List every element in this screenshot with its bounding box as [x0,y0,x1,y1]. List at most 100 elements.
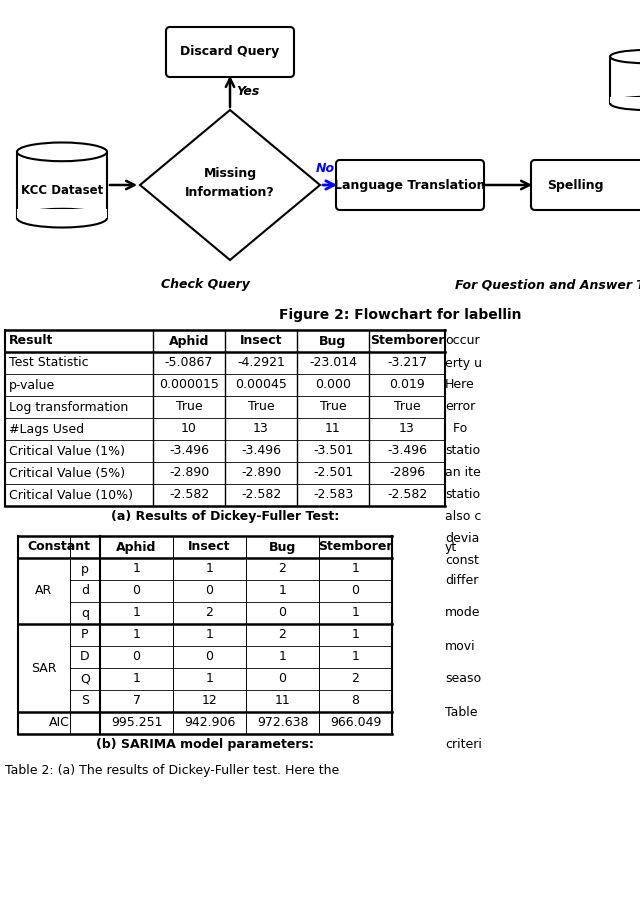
Text: (b) SARIMA model parameters:: (b) SARIMA model parameters: [96,738,314,751]
Polygon shape [140,110,320,260]
Text: D: D [80,651,90,663]
Text: 10: 10 [181,423,197,435]
Text: Log transformation: Log transformation [9,401,128,414]
Text: S: S [81,695,89,707]
Text: Critical Value (1%): Critical Value (1%) [9,444,125,458]
Text: 0.019: 0.019 [389,378,425,392]
Text: #Lags Used: #Lags Used [9,423,84,435]
Text: 1: 1 [278,651,287,663]
Text: True: True [394,401,420,414]
Text: 972.638: 972.638 [257,716,308,730]
Text: 1: 1 [132,606,140,620]
Text: No: No [316,162,335,175]
Text: -3.496: -3.496 [387,444,427,458]
Text: 1: 1 [351,651,360,663]
Text: d: d [81,585,89,597]
Text: -2.890: -2.890 [241,467,281,479]
Ellipse shape [610,96,640,110]
Text: occur: occur [445,334,479,348]
Text: statio: statio [445,444,480,458]
Text: 2: 2 [351,672,360,686]
Text: 0: 0 [205,651,214,663]
Text: Table: Table [445,705,477,718]
Text: Spelling: Spelling [547,178,604,192]
Text: Result: Result [9,334,53,348]
Text: -2.890: -2.890 [169,467,209,479]
Text: -3.217: -3.217 [387,357,427,369]
Text: 995.251: 995.251 [111,716,163,730]
Text: Insect: Insect [240,334,282,348]
Text: erty u: erty u [445,357,482,369]
Text: 0: 0 [132,651,141,663]
FancyBboxPatch shape [531,160,640,210]
Text: 0.000015: 0.000015 [159,378,219,392]
Text: -3.496: -3.496 [241,444,281,458]
Text: 966.049: 966.049 [330,716,381,730]
Text: Discard Query: Discard Query [180,45,280,59]
Text: 1: 1 [205,629,213,642]
Text: 13: 13 [253,423,269,435]
Text: 1: 1 [132,562,140,576]
Text: 0: 0 [205,585,214,597]
Text: SAR: SAR [31,661,57,675]
Text: Stemborer: Stemborer [370,334,444,348]
Text: Critical Value (5%): Critical Value (5%) [9,467,125,479]
Bar [610,57,640,104]
Text: True: True [248,401,275,414]
Text: Bug: Bug [269,541,296,553]
Text: -2.583: -2.583 [313,488,353,502]
Text: 12: 12 [202,695,218,707]
Text: Q: Q [80,672,90,686]
Text: statio: statio [445,488,480,502]
Text: Fo: Fo [445,423,467,435]
Bar [610,96,640,104]
Bar [17,209,107,218]
Text: Aphid: Aphid [116,541,157,553]
Text: Yes: Yes [236,85,259,98]
Text: 8: 8 [351,695,360,707]
Text: True: True [320,401,346,414]
Ellipse shape [17,142,107,161]
Text: Check Query: Check Query [161,278,250,291]
Text: 0: 0 [351,585,360,597]
Text: AIC: AIC [49,716,69,730]
Text: For Question and Answer T: For Question and Answer T [455,278,640,291]
Text: -2896: -2896 [389,467,425,479]
Text: AR: AR [35,585,52,597]
Text: 1: 1 [132,672,140,686]
Bar [17,152,107,218]
Text: -2.501: -2.501 [313,467,353,479]
Text: yt: yt [445,541,457,553]
Text: 1: 1 [351,562,360,576]
Text: -2.582: -2.582 [241,488,281,502]
Text: -3.501: -3.501 [313,444,353,458]
Text: -4.2921: -4.2921 [237,357,285,369]
Text: an ite: an ite [445,467,481,479]
Text: -5.0867: -5.0867 [165,357,213,369]
Text: Stemborer: Stemborer [318,541,393,553]
Text: 11: 11 [325,423,341,435]
Text: -3.496: -3.496 [169,444,209,458]
Text: Language Translation: Language Translation [334,178,486,192]
Text: 2: 2 [205,606,213,620]
Text: seaso: seaso [445,672,481,686]
Text: 2: 2 [278,562,287,576]
Text: P: P [81,629,89,642]
Text: 1: 1 [351,629,360,642]
Text: -2.582: -2.582 [387,488,427,502]
Text: Insect: Insect [188,541,231,553]
Text: also c: also c [445,511,481,523]
Text: movi: movi [445,640,476,652]
Text: p-value: p-value [9,378,55,392]
Text: 1: 1 [205,562,213,576]
Text: (a) Results of Dickey-Fuller Test:: (a) Results of Dickey-Fuller Test: [111,510,339,523]
Text: True: True [176,401,202,414]
Text: q: q [81,606,89,620]
FancyBboxPatch shape [336,160,484,210]
Text: 0.000: 0.000 [315,378,351,392]
Text: 13: 13 [399,423,415,435]
Text: Bug: Bug [319,334,347,348]
Text: Missing: Missing [204,167,257,179]
Text: -2.582: -2.582 [169,488,209,502]
Text: const: const [445,554,479,568]
